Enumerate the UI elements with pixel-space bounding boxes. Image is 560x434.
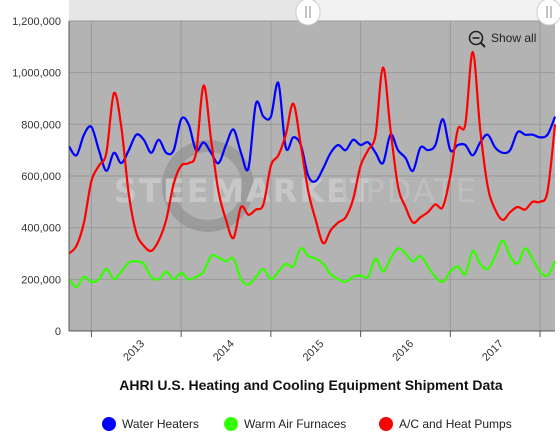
legend: Water Heaters Warm Air Furnaces A/C and He…: [102, 417, 512, 431]
y-tick-label: 1,200,000: [12, 16, 61, 28]
chart-title: AHRI U.S. Heating and Cooling Equipment …: [119, 377, 503, 393]
y-tick-label: 600,000: [21, 171, 61, 183]
navigator-selected-range[interactable]: [308, 0, 546, 22]
x-tick-label: 2016: [390, 338, 416, 364]
legend-label: A/C and Heat Pumps: [399, 417, 512, 431]
series-group: [68, 50, 557, 289]
legend-marker: [224, 417, 238, 431]
watermark-text-middle: MARKET: [212, 172, 374, 210]
y-tick-label: 400,000: [21, 223, 61, 235]
x-tick-label: 2014: [211, 338, 237, 364]
legend-item-water-heaters[interactable]: Water Heaters: [102, 417, 199, 431]
grip-handle-icon: [546, 6, 552, 18]
show-all-button[interactable]: Show all: [468, 30, 537, 48]
y-tick-label: 0: [55, 326, 61, 338]
x-axis-ticks: 2013 2014 2015 2016 2017: [90, 331, 541, 364]
navigator-handle-right[interactable]: [536, 0, 560, 26]
grip-handle-icon: [305, 6, 311, 18]
legend-label: Water Heaters: [122, 417, 199, 431]
watermark: STEEL MARKET UPDATE: [114, 140, 478, 232]
x-tick-label: 2015: [301, 338, 327, 364]
watermark-text-right: UPDATE: [340, 172, 478, 210]
zoom-out-icon: [468, 30, 486, 48]
series-line-warm-air-furnaces[interactable]: [68, 239, 556, 289]
show-all-label: Show all: [491, 31, 536, 45]
legend-marker: [379, 417, 393, 431]
legend-label: Warm Air Furnaces: [244, 417, 346, 431]
navigator-handle-left[interactable]: [295, 0, 321, 26]
x-tick-label: 2013: [121, 338, 147, 364]
legend-marker: [102, 417, 116, 431]
y-tick-label: 1,000,000: [12, 68, 61, 80]
y-axis-ticks: 0 200,000 400,000 600,000 800,000 1,000,000 1,…: [12, 16, 61, 338]
legend-item-warm-air-furnaces[interactable]: Warm Air Furnaces: [224, 417, 346, 431]
y-tick-label: 800,000: [21, 119, 61, 131]
series-line-a-c-and-heat-pumps[interactable]: [68, 50, 557, 255]
legend-item-a-c-and-heat-pumps[interactable]: A/C and Heat Pumps: [379, 417, 512, 431]
x-tick-label: 2017: [480, 338, 506, 364]
series-line-water-heaters[interactable]: [68, 81, 557, 183]
y-tick-label: 200,000: [21, 274, 61, 286]
